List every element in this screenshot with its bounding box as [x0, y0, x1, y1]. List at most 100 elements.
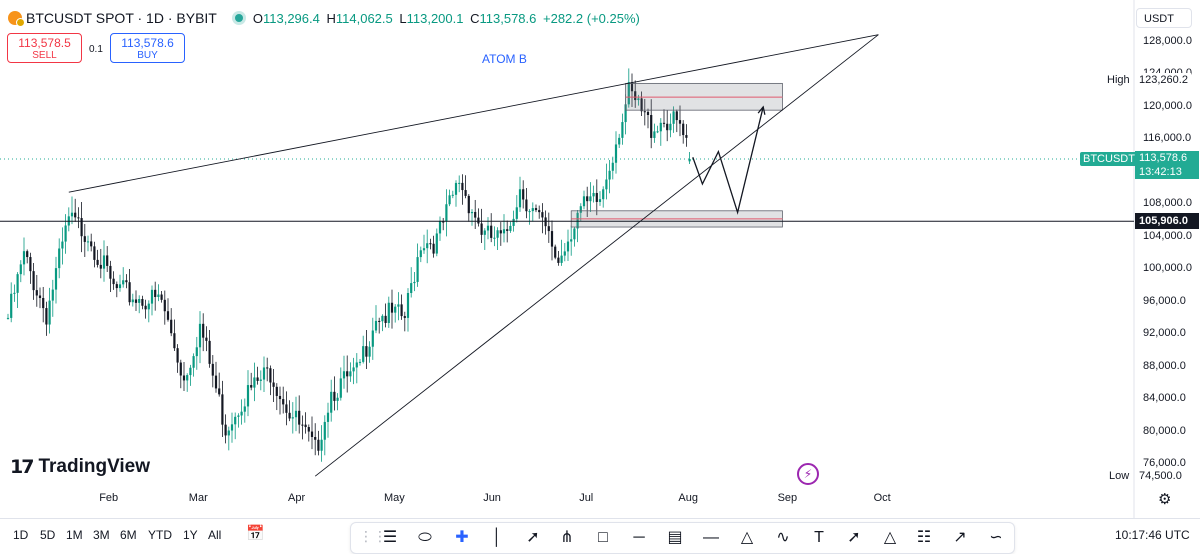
- tradingview-logo[interactable]: 17 TradingView: [10, 456, 150, 478]
- long-position-icon[interactable]: ☷: [916, 529, 932, 546]
- price-tick-label: 108,000.0: [1143, 197, 1192, 210]
- candle-body: [112, 278, 115, 285]
- candle-body: [170, 319, 173, 334]
- range-1m[interactable]: 1M: [66, 528, 83, 542]
- candle-body: [573, 228, 576, 240]
- range-3m[interactable]: 3M: [93, 528, 110, 542]
- candle-body: [288, 412, 291, 419]
- candle-body: [390, 302, 394, 313]
- drag-handle-icon[interactable]: ⋮⋮: [359, 528, 387, 544]
- candle-body: [58, 248, 61, 269]
- candle-body: [90, 241, 93, 247]
- buy-button[interactable]: 113,578.6 BUY: [110, 33, 185, 63]
- candle-body: [522, 189, 525, 200]
- candle-body: [579, 206, 582, 213]
- candle-body: [509, 225, 512, 231]
- range-5d[interactable]: 5D: [40, 528, 56, 542]
- candle-body: [314, 437, 317, 440]
- candle-body: [48, 300, 51, 325]
- candle-body: [45, 308, 48, 325]
- trend-line[interactable]: [68, 34, 879, 193]
- candle-body: [365, 346, 368, 357]
- range-1y[interactable]: 1Y: [183, 528, 198, 542]
- candle-body: [688, 159, 691, 162]
- rectangle-icon[interactable]: □: [598, 529, 608, 546]
- candle-body: [83, 236, 86, 242]
- crosshair-icon[interactable]: ✚: [455, 529, 469, 546]
- price-chart[interactable]: [0, 0, 1200, 518]
- candle-body: [563, 251, 566, 256]
- candle-body: [602, 189, 605, 200]
- candle-body: [662, 122, 666, 124]
- candle-body: [19, 264, 22, 275]
- candle-body: [310, 431, 314, 438]
- path-icon[interactable]: ∽: [989, 529, 1003, 546]
- candle-body: [74, 212, 77, 218]
- triangle-icon[interactable]: △: [740, 529, 754, 546]
- time-tick-label: Apr: [288, 492, 306, 504]
- candle-body: [182, 375, 186, 381]
- utc-clock[interactable]: 10:17:46 UTC: [1115, 528, 1190, 542]
- market-status-icon: [234, 14, 243, 22]
- go-to-date-icon[interactable]: 📅: [246, 525, 265, 542]
- candle-body: [611, 162, 614, 171]
- candle-body: [208, 340, 211, 364]
- candle-body: [221, 394, 224, 425]
- time-tick-label: Mar: [188, 492, 208, 504]
- pitchfork-icon[interactable]: ⋔: [560, 529, 574, 546]
- text-icon[interactable]: T: [814, 529, 824, 546]
- symbol-title[interactable]: BTCUSDT SPOT · 1D · BYBIT: [26, 10, 217, 26]
- candle-body: [528, 211, 531, 213]
- vertical-line-icon[interactable]: │: [492, 529, 502, 546]
- range-1d[interactable]: 1D: [13, 528, 29, 542]
- horizontal-line-icon[interactable]: —: [703, 529, 719, 546]
- drawing-overlays[interactable]: [0, 34, 1134, 477]
- candle-body: [96, 259, 99, 265]
- parallel-channel-icon[interactable]: ▤: [667, 529, 683, 546]
- candle-body: [666, 123, 669, 131]
- candle-body: [115, 284, 118, 289]
- range-6m[interactable]: 6M: [120, 528, 137, 542]
- candle-body: [253, 377, 256, 388]
- sell-button[interactable]: 113,578.5 SELL: [7, 33, 82, 63]
- arrow-icon[interactable]: ↗: [953, 529, 967, 546]
- candle-body: [445, 204, 448, 222]
- candle-body: [490, 225, 493, 238]
- candle-body: [160, 294, 163, 300]
- candle-body: [294, 410, 298, 418]
- candle-body: [560, 255, 563, 263]
- range-ytd[interactable]: YTD: [148, 528, 172, 542]
- arrow-marker-icon[interactable]: ➚: [847, 529, 861, 546]
- range-all[interactable]: All: [208, 528, 222, 542]
- zigzag-icon[interactable]: ∿: [776, 529, 790, 546]
- candle-body: [413, 281, 416, 284]
- candle-body: [384, 315, 387, 323]
- candle-body: [35, 290, 38, 296]
- horizontal-lines-icon[interactable]: ☰: [382, 529, 398, 546]
- lightning-alert-icon[interactable]: ⚡: [797, 463, 819, 485]
- trend-line[interactable]: [314, 34, 879, 477]
- candle-body: [282, 399, 285, 405]
- candle-body: [422, 248, 426, 251]
- time-tick-label: Feb: [99, 492, 119, 504]
- candle-body: [298, 410, 301, 425]
- candle-body: [54, 268, 58, 290]
- candle-body: [531, 208, 534, 212]
- currency-selector[interactable]: USDT: [1136, 8, 1192, 28]
- candle-body: [678, 120, 682, 124]
- ellipse-icon[interactable]: ⬭: [418, 529, 432, 546]
- candle-body: [378, 320, 381, 322]
- candle-body: [205, 337, 208, 341]
- candle-body: [672, 111, 675, 124]
- candle-body: [515, 207, 518, 219]
- symbol-header[interactable]: BTCUSDT SPOT · 1D · BYBIT O113,296.4 H11…: [8, 8, 643, 28]
- candle-body: [163, 299, 166, 312]
- pattern-icon[interactable]: △: [883, 529, 897, 546]
- trend-line-icon[interactable]: ➚: [526, 529, 540, 546]
- high-label: High: [1104, 73, 1133, 88]
- candle-body: [570, 239, 573, 242]
- projection-path[interactable]: [692, 106, 764, 215]
- horizontal-ray-icon[interactable]: ─: [633, 529, 645, 546]
- scale-settings-icon[interactable]: ⚙: [1158, 491, 1172, 508]
- chart-text-annotation[interactable]: ATOM B: [482, 52, 527, 66]
